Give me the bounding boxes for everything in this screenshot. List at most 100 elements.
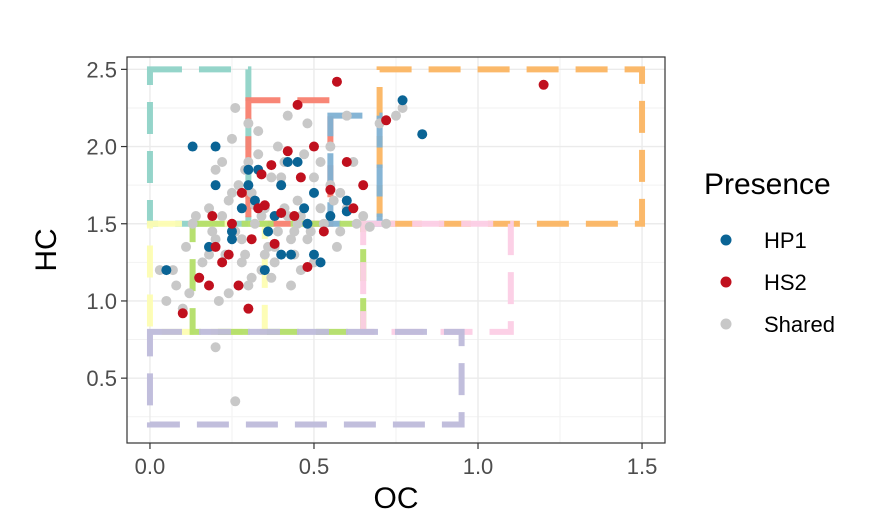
point-shared xyxy=(282,110,293,121)
point-hp1 xyxy=(286,249,297,260)
point-hp1 xyxy=(226,234,237,245)
point-shared xyxy=(325,141,336,152)
point-hp1 xyxy=(276,180,287,191)
point-shared xyxy=(197,257,208,268)
region-box xyxy=(327,112,383,227)
point-shared xyxy=(381,218,392,229)
point-shared xyxy=(364,221,375,232)
point-shared xyxy=(328,195,339,206)
point-shared xyxy=(351,218,362,229)
point-hs2 xyxy=(318,226,329,237)
point-hp1 xyxy=(226,226,237,237)
point-hs2 xyxy=(292,99,303,110)
point-shared xyxy=(341,110,352,121)
point-hp1 xyxy=(276,249,287,260)
point-hp1 xyxy=(299,203,310,214)
point-shared xyxy=(335,187,346,198)
point-hs2 xyxy=(204,280,215,291)
y-tick-label: 2.5 xyxy=(86,57,117,82)
point-hs2 xyxy=(266,160,277,171)
legend-title: Presence xyxy=(704,168,831,201)
region-box xyxy=(360,220,514,335)
point-shared xyxy=(226,133,237,144)
point-hs2 xyxy=(282,146,293,157)
y-axis-ticks: 0.5 1.0 1.5 2.0 2.5 xyxy=(86,57,127,391)
point-shared xyxy=(315,156,326,167)
point-shared xyxy=(181,241,192,252)
point-hp1 xyxy=(210,180,221,191)
x-tick-label: 1.0 xyxy=(463,454,494,479)
point-shared xyxy=(397,102,408,113)
point-hp1 xyxy=(243,180,254,191)
point-shared xyxy=(217,156,228,167)
legend-label-hp1: HP1 xyxy=(764,228,807,253)
point-shared xyxy=(315,203,326,214)
y-tick-label: 1.5 xyxy=(86,212,117,237)
point-shared xyxy=(302,234,313,245)
point-hp1 xyxy=(315,257,326,268)
point-shared xyxy=(240,249,251,260)
point-shared xyxy=(171,280,182,291)
point-shared xyxy=(253,149,264,160)
point-shared xyxy=(272,226,283,237)
point-shared xyxy=(335,226,346,237)
point-shared xyxy=(286,234,297,245)
legend-label-shared: Shared xyxy=(764,312,835,337)
point-shared xyxy=(289,226,300,237)
x-axis-title: OC xyxy=(374,482,419,515)
point-hp1 xyxy=(282,156,293,167)
point-shared xyxy=(272,141,283,152)
point-shared xyxy=(236,234,247,245)
point-shared xyxy=(210,234,221,245)
point-hs2 xyxy=(358,180,369,191)
point-shared xyxy=(266,172,277,183)
point-shared xyxy=(269,257,280,268)
point-hs2 xyxy=(289,211,300,222)
legend-items: HP1 HS2 Shared xyxy=(720,228,835,337)
region-boxes xyxy=(146,66,646,428)
point-shared xyxy=(256,211,267,222)
point-hs2 xyxy=(236,187,247,198)
point-hs2 xyxy=(223,249,234,260)
point-hs2 xyxy=(177,308,188,319)
x-tick-label: 0.0 xyxy=(135,454,166,479)
point-shared xyxy=(292,218,303,229)
point-hp1 xyxy=(259,265,270,276)
point-shared xyxy=(226,187,237,198)
point-hp1 xyxy=(292,156,303,167)
x-tick-label: 1.5 xyxy=(627,454,658,479)
point-shared xyxy=(308,172,319,183)
point-shared xyxy=(243,280,254,291)
point-hp1 xyxy=(263,226,274,237)
point-shared xyxy=(276,172,287,183)
legend-label-hs2: HS2 xyxy=(764,270,807,295)
point-shared xyxy=(230,102,241,113)
point-shared xyxy=(210,164,221,175)
legend-key-hs2 xyxy=(720,276,732,288)
legend: Presence HP1 HS2 Shared xyxy=(704,168,835,337)
point-shared xyxy=(292,195,303,206)
point-shared xyxy=(358,211,369,222)
point-shared xyxy=(223,195,234,206)
point-hp1 xyxy=(308,249,319,260)
point-shared xyxy=(204,203,215,214)
point-hs2 xyxy=(194,272,205,283)
point-shared xyxy=(331,241,342,252)
legend-key-hp1 xyxy=(720,234,732,246)
point-shared xyxy=(246,272,257,283)
point-shared xyxy=(207,226,218,237)
point-hs2 xyxy=(341,156,352,167)
point-shared xyxy=(236,257,247,268)
point-shared xyxy=(230,396,241,407)
point-hs2 xyxy=(217,257,228,268)
point-shared xyxy=(266,272,277,283)
panel-border xyxy=(126,56,666,444)
point-shared xyxy=(217,211,228,222)
point-hs2 xyxy=(226,218,237,229)
point-hp1 xyxy=(243,164,254,175)
point-shared xyxy=(259,249,270,260)
point-shared xyxy=(223,288,234,299)
point-hp1 xyxy=(236,203,247,214)
point-shared xyxy=(305,226,316,237)
point-hs2 xyxy=(325,184,336,195)
